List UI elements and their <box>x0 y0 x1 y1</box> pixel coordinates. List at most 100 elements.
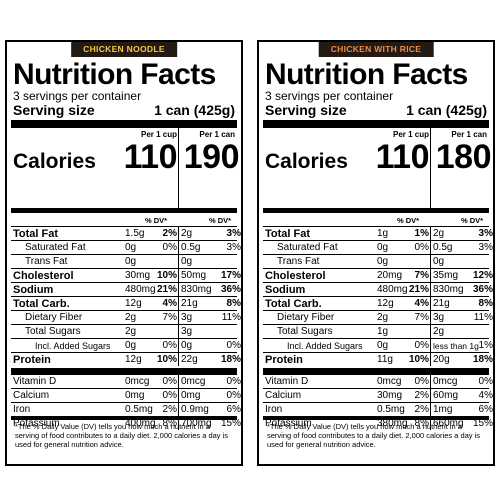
amount-per-can: 0g <box>181 340 193 351</box>
amount-per-can: 35mg <box>433 270 459 281</box>
dv-per-cup: 4% <box>162 298 177 309</box>
dv-per-can: 3% <box>478 228 493 239</box>
dv-per-cup: 1% <box>414 228 429 239</box>
dv-per-can: 15% <box>472 418 493 429</box>
dv-header-cup: % DV* <box>145 216 168 225</box>
amount-per-cup: 480mg <box>377 284 408 295</box>
nutrient-label: Calcium <box>13 390 50 401</box>
nutrient-label: Cholesterol <box>265 270 326 282</box>
amount-per-cup: 0.5mg <box>377 404 405 415</box>
dv-header-can: % DV* <box>461 216 484 225</box>
dv-per-can: 3% <box>478 242 493 253</box>
nutrient-row: Saturated Fat 0g 0% 0.5g 3% <box>11 240 241 255</box>
bottom-rule <box>11 416 237 420</box>
dv-per-can: 0% <box>226 390 241 401</box>
vitamin-row: Calcium 0mg 0% 0mg 0% <box>11 388 241 403</box>
amount-per-can: 1mg <box>433 404 453 415</box>
dv-per-can: 6% <box>478 404 493 415</box>
serving-size-value: 1 can (425g) <box>406 102 487 118</box>
dv-per-cup: 10% <box>156 354 177 365</box>
calories-per-cup: 110 <box>123 138 178 176</box>
nutrient-row: Protein 12g 10% 22g 18% <box>11 352 241 367</box>
dv-per-cup: 0% <box>162 242 177 253</box>
nutrient-label: Protein <box>265 354 303 366</box>
nutrient-label: Iron <box>13 404 31 415</box>
serving-size-label: Serving size <box>13 102 95 118</box>
amount-per-cup: 480mg <box>125 284 156 295</box>
nutrition-panel-chicken-noodle: CHICKEN NOODLE Nutrition Facts 3 serving… <box>5 40 243 466</box>
dv-per-can: 6% <box>226 404 241 415</box>
nutrient-row: Dietary Fiber 2g 7% 3g 11% <box>11 310 241 325</box>
dv-per-cup: 0% <box>414 376 429 387</box>
column-divider <box>430 226 431 366</box>
serving-size: Serving size 1 can (425g) <box>265 102 487 118</box>
amount-per-can: 3g <box>181 326 193 337</box>
dv-per-can: 4% <box>478 390 493 401</box>
nutrient-row: Saturated Fat 0g 0% 0.5g 3% <box>263 240 493 255</box>
dv-per-can: 11% <box>473 312 493 323</box>
amount-per-can: 3g <box>181 312 193 323</box>
nutrient-label: Vitamin D <box>265 376 309 387</box>
amount-per-cup: 0mg <box>125 390 145 401</box>
dv-header-can: % DV* <box>209 216 232 225</box>
serving-size: Serving size 1 can (425g) <box>13 102 235 118</box>
nutrient-label: Incl. Added Sugars <box>287 341 363 351</box>
dv-per-cup: 2% <box>414 390 429 401</box>
nutrient-row: Trans Fat 0g 0g <box>11 254 237 269</box>
nutrient-label: Cholesterol <box>13 270 74 282</box>
amount-per-can: 830mg <box>181 284 212 295</box>
dv-per-cup: 7% <box>162 312 177 323</box>
per-cup-header: Per 1 cup <box>392 130 429 139</box>
dv-per-can: 18% <box>220 354 241 365</box>
dv-per-cup: 8% <box>414 418 429 429</box>
dv-per-cup: 21% <box>408 284 429 295</box>
amount-per-cup: 0g <box>125 340 137 351</box>
dv-per-can: 17% <box>220 270 241 281</box>
vitamin-row: Calcium 30mg 2% 60mg 4% <box>263 388 493 403</box>
dv-per-can: 0% <box>478 376 493 387</box>
servings-per-container: 3 servings per container <box>13 89 142 103</box>
nutrient-label: Protein <box>13 354 51 366</box>
vitamin-row: Vitamin D 0mcg 0% 0mcg 0% <box>11 374 241 389</box>
thick-rule <box>11 120 237 128</box>
bottom-rule <box>263 416 489 420</box>
column-divider <box>178 128 179 210</box>
dv-per-cup: 0% <box>162 340 177 351</box>
thick-rule-2 <box>263 368 489 374</box>
dv-per-cup: 2% <box>162 228 177 239</box>
serving-size-value: 1 can (425g) <box>154 102 235 118</box>
column-divider <box>430 374 431 430</box>
amount-per-can: 2g <box>433 326 445 337</box>
amount-per-cup: 0.5mg <box>125 404 153 415</box>
amount-per-cup: 380mg <box>377 418 408 429</box>
dv-per-cup: 0% <box>162 390 177 401</box>
column-divider <box>178 226 179 366</box>
amount-per-cup: 0mcg <box>125 376 150 387</box>
dv-per-cup: 4% <box>414 298 429 309</box>
nutrient-label: Total Fat <box>265 228 311 240</box>
nutrient-label: Trans Fat <box>25 256 68 267</box>
amount-per-cup: 30mg <box>377 390 403 401</box>
dv-per-cup: 2% <box>162 404 177 415</box>
nutrition-panel-chicken-with-rice: CHICKEN WITH RICE Nutrition Facts 3 serv… <box>257 40 495 466</box>
dv-per-can: 12% <box>472 270 493 281</box>
thick-rule <box>263 120 489 128</box>
per-cup-header: Per 1 cup <box>140 130 177 139</box>
dv-per-cup: 7% <box>414 312 429 323</box>
vitamin-row: Iron 0.5mg 2% 1mg 6% <box>263 402 493 417</box>
column-divider <box>430 128 431 210</box>
nutrient-label: Dietary Fiber <box>25 312 83 323</box>
amount-per-can: 21g <box>181 298 198 309</box>
nutrient-row: Total Sugars 1g 2g <box>263 324 489 339</box>
amount-per-can: 2g <box>181 228 193 239</box>
dv-per-cup: 10% <box>408 354 429 365</box>
amount-per-cup: 2g <box>377 312 389 323</box>
amount-per-cup: 2g <box>125 312 137 323</box>
dv-per-cup: 0% <box>414 242 429 253</box>
thick-rule-2 <box>11 368 237 374</box>
dv-per-cup: 0% <box>162 376 177 387</box>
amount-per-cup: 12g <box>125 354 142 365</box>
nutrient-label: Calcium <box>265 390 302 401</box>
nutrient-label: Total Fat <box>13 228 59 240</box>
nutrient-label: Potassium <box>265 418 312 429</box>
